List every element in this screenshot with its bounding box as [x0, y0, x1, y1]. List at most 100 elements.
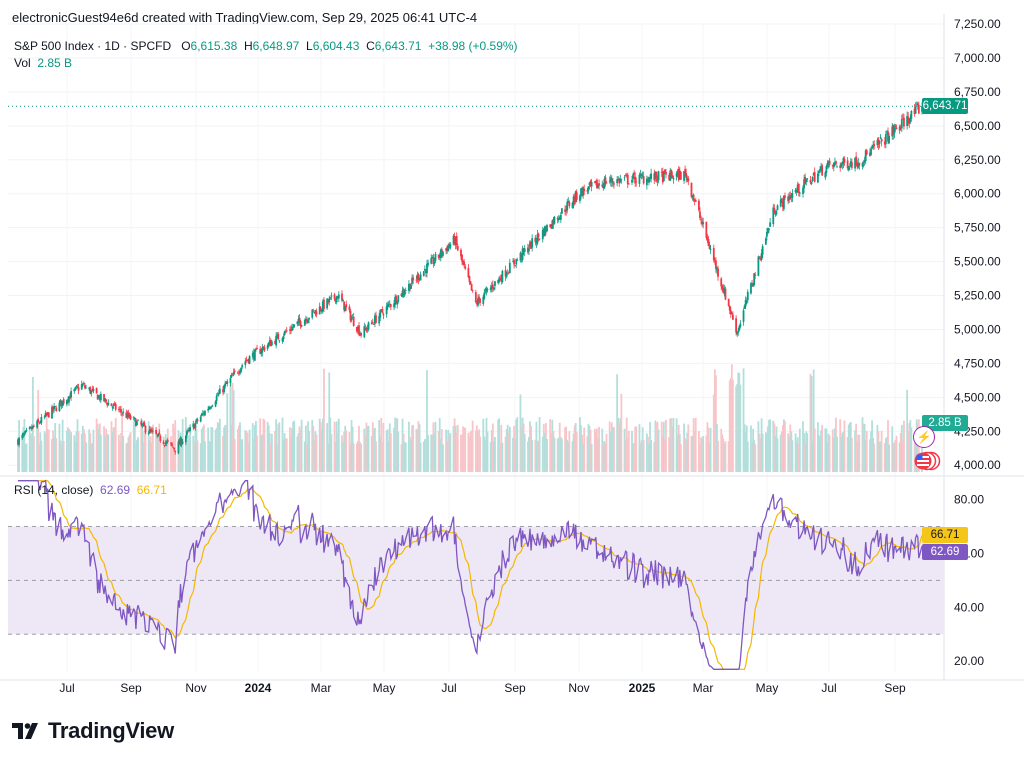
- candle-body: [173, 447, 176, 450]
- volume-bar: [508, 426, 511, 472]
- candle: [708, 241, 711, 250]
- volume-bar: [196, 440, 199, 472]
- candle-body: [89, 387, 92, 394]
- volume-bar: [687, 424, 690, 472]
- candle: [587, 186, 590, 194]
- volume-bar: [766, 433, 768, 472]
- volume-bar: [871, 420, 873, 472]
- volume-bar: [903, 420, 905, 472]
- volume-bar: [180, 444, 183, 472]
- volume-bar: [722, 438, 725, 472]
- volume-bar: [730, 364, 733, 472]
- candle: [127, 409, 130, 419]
- candle: [840, 161, 843, 169]
- candle-body: [448, 244, 451, 246]
- candle: [618, 177, 621, 187]
- candle-body: [626, 174, 629, 184]
- candle-body: [653, 173, 656, 181]
- volume-bar: [448, 435, 451, 472]
- candle: [893, 123, 896, 139]
- volume-bar: [542, 423, 545, 472]
- candle: [418, 277, 421, 282]
- candle-body: [469, 281, 472, 285]
- volume-label[interactable]: Vol: [14, 56, 31, 70]
- candle-body: [371, 322, 374, 323]
- tradingview-logo[interactable]: TradingView: [12, 718, 174, 744]
- candle-body: [137, 419, 139, 421]
- candle-body: [23, 433, 26, 435]
- candle-body: [531, 238, 534, 248]
- volume-bars: [17, 364, 923, 472]
- volume-bar: [133, 417, 136, 472]
- volume-bar: [385, 430, 388, 472]
- volume-bar: [174, 420, 177, 472]
- candle-body: [841, 163, 844, 165]
- volume-bar: [91, 442, 94, 472]
- lightning-icon[interactable]: ⚡: [913, 426, 935, 448]
- candle-body: [431, 257, 434, 259]
- candle: [230, 372, 233, 378]
- candle: [908, 117, 911, 129]
- candle-body: [158, 432, 161, 435]
- candle: [240, 367, 242, 374]
- volume-bar: [417, 421, 420, 472]
- candle: [114, 402, 117, 412]
- price-axis-label: 6,500.00: [954, 119, 1001, 133]
- candle: [106, 402, 109, 408]
- candle: [514, 265, 517, 267]
- volume-bar: [746, 441, 749, 472]
- candle: [490, 281, 493, 293]
- volume-bar: [485, 418, 488, 472]
- volume-bar: [304, 425, 307, 472]
- volume-bar: [99, 434, 102, 472]
- candle-body: [334, 298, 337, 302]
- candle-body: [861, 163, 864, 167]
- candle-body: [43, 416, 46, 418]
- candle: [857, 157, 860, 169]
- volume-bar: [862, 423, 865, 472]
- candle-body: [761, 246, 764, 255]
- volume-bar: [62, 441, 65, 472]
- volume-bar: [84, 433, 86, 472]
- candle-body: [567, 201, 570, 203]
- volume-bar: [863, 423, 866, 472]
- chart-attribution: electronicGuest94e6d created with Tradin…: [12, 10, 478, 25]
- volume-bar: [297, 433, 300, 472]
- candle-body: [88, 387, 91, 389]
- volume-bar: [826, 442, 829, 472]
- volume-bar: [601, 428, 604, 472]
- candle: [515, 258, 518, 269]
- candle: [826, 160, 829, 169]
- candle: [125, 409, 128, 419]
- us-flag-events-icon[interactable]: [913, 451, 941, 471]
- chart-canvas[interactable]: 7,250.007,000.006,750.006,500.006,250.00…: [0, 0, 1024, 700]
- rsi-label[interactable]: RSI (14, close): [14, 483, 94, 497]
- candle: [551, 219, 554, 230]
- candle: [121, 412, 124, 417]
- candle: [745, 297, 748, 305]
- candle: [796, 181, 799, 194]
- candle: [452, 234, 455, 246]
- candle-body: [452, 235, 455, 245]
- volume-bar: [571, 441, 574, 472]
- candle: [385, 302, 388, 318]
- volume-bar: [716, 423, 718, 472]
- volume-bar: [833, 428, 836, 472]
- candle-body: [52, 406, 54, 411]
- candle-body: [152, 430, 154, 432]
- volume-bar: [245, 430, 248, 472]
- volume-bar: [357, 440, 359, 472]
- volume-bar: [587, 424, 590, 472]
- candle: [865, 148, 868, 156]
- candle: [229, 375, 232, 387]
- candle-body: [826, 163, 829, 167]
- candle-body: [872, 145, 875, 148]
- volume-bar: [678, 433, 681, 472]
- candle-body: [333, 294, 336, 299]
- symbol-label[interactable]: S&P 500 Index · 1D · SPCFD: [14, 39, 172, 53]
- volume-bar: [433, 433, 436, 472]
- candle: [463, 259, 466, 268]
- candle-body: [870, 148, 872, 155]
- candle-body: [239, 371, 241, 374]
- candle: [225, 381, 228, 385]
